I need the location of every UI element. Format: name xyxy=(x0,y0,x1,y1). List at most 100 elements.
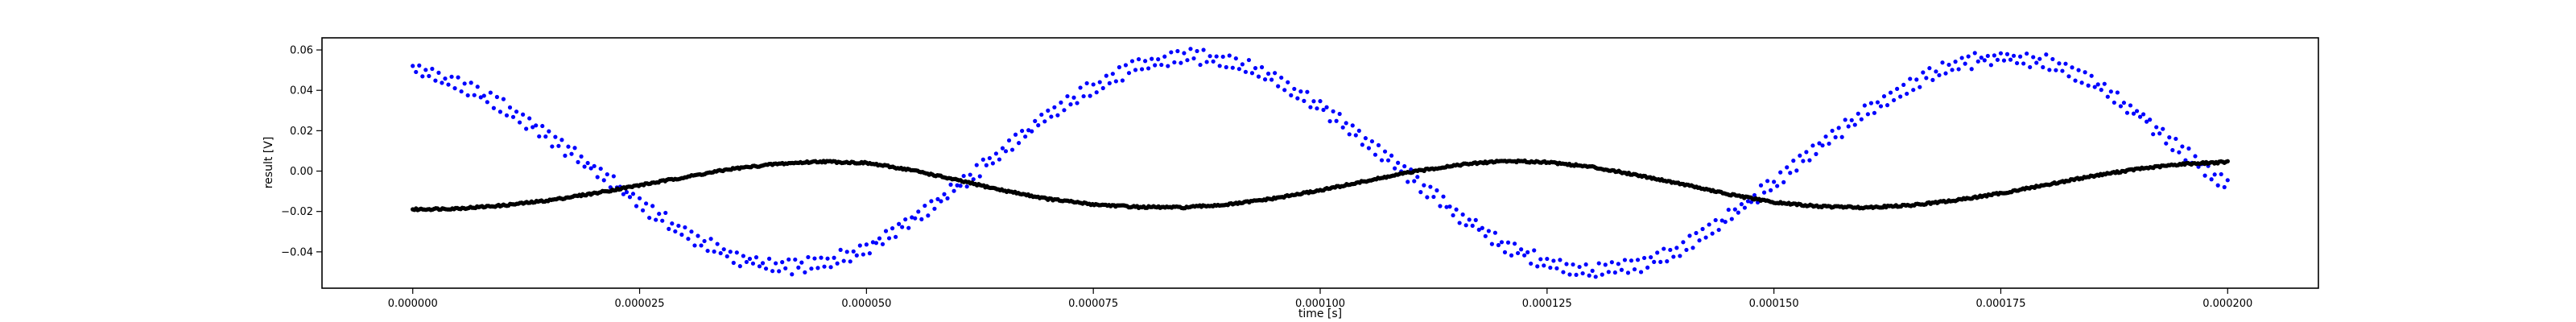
data-point xyxy=(964,184,969,189)
data-point xyxy=(1975,59,1980,64)
data-point xyxy=(1752,192,1757,198)
data-point xyxy=(1016,141,1022,146)
data-point xyxy=(952,188,956,193)
data-point xyxy=(1418,190,1423,195)
data-point xyxy=(2209,177,2214,182)
data-point xyxy=(1522,253,1527,258)
data-point xyxy=(1172,60,1177,65)
data-point xyxy=(1337,111,1342,117)
data-point xyxy=(1529,261,1534,266)
data-point xyxy=(1898,94,1903,99)
data-point xyxy=(1509,253,1514,258)
data-point xyxy=(2086,83,2091,88)
plot-area xyxy=(321,37,2319,289)
data-point xyxy=(857,243,862,248)
data-point xyxy=(955,183,960,188)
data-point xyxy=(753,255,759,260)
data-point xyxy=(462,81,467,86)
data-point xyxy=(1655,250,1660,255)
data-point xyxy=(1133,68,1138,72)
data-point xyxy=(530,125,535,130)
data-point xyxy=(449,74,454,79)
data-point xyxy=(1499,240,1505,245)
data-point xyxy=(563,153,568,158)
data-point xyxy=(1603,262,1608,267)
data-point xyxy=(744,259,749,265)
data-point xyxy=(504,113,510,118)
data-point xyxy=(2108,89,2113,94)
data-point xyxy=(913,216,918,221)
x-tick-label: 0.000175 xyxy=(1975,298,2025,310)
data-point xyxy=(932,206,937,211)
data-point xyxy=(1256,74,1261,79)
data-point xyxy=(1013,132,1018,137)
data-point xyxy=(854,253,859,258)
data-point xyxy=(806,254,811,260)
data-point xyxy=(2137,114,2143,119)
data-point xyxy=(507,105,513,110)
data-point xyxy=(838,247,843,252)
data-point xyxy=(861,252,865,257)
data-point xyxy=(718,250,723,256)
data-point xyxy=(721,247,726,252)
data-point xyxy=(2083,70,2087,75)
data-point xyxy=(689,229,694,234)
data-point xyxy=(572,146,577,151)
data-point xyxy=(819,255,824,260)
data-point xyxy=(790,272,795,277)
data-point xyxy=(2193,154,2198,159)
data-point xyxy=(1911,88,1916,93)
data-point xyxy=(1068,102,1073,107)
data-point xyxy=(1794,168,1799,173)
data-point xyxy=(1908,76,1913,81)
data-point xyxy=(624,190,630,195)
data-point xyxy=(524,126,529,131)
x-tick-label: 0.000000 xyxy=(388,298,438,310)
data-point xyxy=(644,201,649,206)
data-point xyxy=(1042,119,1047,124)
data-point xyxy=(1208,54,1212,59)
data-point xyxy=(705,248,710,254)
data-point xyxy=(2050,56,2055,62)
data-point xyxy=(2112,100,2116,105)
data-point xyxy=(2089,73,2094,78)
data-point xyxy=(605,171,609,177)
data-point xyxy=(1956,67,1961,72)
data-point xyxy=(1324,105,1329,109)
data-point xyxy=(948,182,953,187)
data-point xyxy=(1658,259,1663,265)
data-point xyxy=(1033,118,1038,123)
data-point xyxy=(1739,202,1744,207)
y-axis-ticks: 0.06 0.04 0.02 0.00 −0.02 −0.04 xyxy=(281,45,322,258)
data-point xyxy=(977,174,982,179)
data-point xyxy=(1030,129,1034,134)
data-point xyxy=(1457,221,1462,225)
data-point xyxy=(2063,61,2068,66)
data-point xyxy=(469,80,473,85)
data-point xyxy=(1393,166,1397,171)
data-point xyxy=(1690,246,1695,250)
data-point xyxy=(1153,63,1158,68)
data-point xyxy=(1036,123,1041,128)
data-point xyxy=(1846,124,1851,129)
x-tick-label: 0.000150 xyxy=(1749,298,1799,310)
data-point xyxy=(1895,86,1900,91)
data-point xyxy=(1843,118,1847,122)
data-point xyxy=(1742,205,1747,210)
data-point xyxy=(1713,217,1718,223)
data-point xyxy=(1703,235,1708,240)
data-point xyxy=(1249,71,1255,76)
data-point xyxy=(906,225,911,230)
data-point xyxy=(1369,138,1375,144)
data-point xyxy=(1635,258,1641,262)
data-point xyxy=(2161,126,2165,131)
data-point xyxy=(1065,93,1070,99)
data-point xyxy=(595,175,600,180)
data-point xyxy=(1668,247,1673,253)
data-point xyxy=(870,240,876,245)
data-point xyxy=(900,225,905,229)
data-point xyxy=(796,265,801,270)
data-point xyxy=(1347,132,1352,137)
data-point xyxy=(980,157,985,162)
data-point xyxy=(1211,59,1216,64)
